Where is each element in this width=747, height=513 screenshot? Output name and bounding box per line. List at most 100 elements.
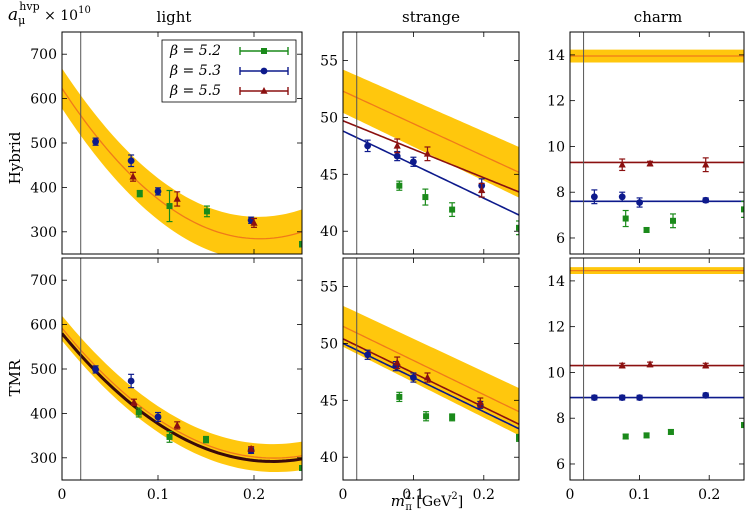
x-axis-label: m2 π [GeV2] bbox=[391, 491, 464, 513]
data-point-b53 bbox=[154, 411, 162, 422]
legend-symbol-b52 bbox=[239, 47, 289, 55]
column-title-strange: strange bbox=[402, 8, 460, 26]
legend-label-b52: β = 5.2 bbox=[169, 43, 221, 59]
data-point-b52 bbox=[396, 391, 403, 403]
panel-hybrid-light: 300 400 500 600 700 bbox=[30, 31, 303, 255]
data-point-b53 bbox=[702, 391, 710, 399]
plot-area bbox=[570, 32, 744, 254]
fit-central-line bbox=[343, 325, 519, 413]
x-tick-label: 0 bbox=[339, 487, 348, 503]
x-tick-label: 0.1 bbox=[628, 487, 650, 503]
x-tick-label: 0 bbox=[566, 487, 575, 503]
y-tick-label: 600 bbox=[30, 318, 57, 334]
legend-symbol-b55 bbox=[239, 87, 289, 95]
panel-frame bbox=[569, 257, 745, 481]
y-tick-label: 10 bbox=[547, 365, 565, 381]
data-point-b55 bbox=[618, 158, 626, 172]
y-tick-label: 12 bbox=[547, 94, 565, 110]
data-point-b52 bbox=[135, 407, 142, 418]
plot-area bbox=[62, 258, 302, 480]
y-tick-label: 700 bbox=[30, 47, 57, 63]
data-point-b55 bbox=[476, 397, 484, 408]
y-tick-label: 14 bbox=[547, 48, 565, 64]
data-point-b53 bbox=[410, 372, 417, 383]
data-point-b52 bbox=[299, 465, 302, 472]
data-point-b55 bbox=[423, 146, 432, 162]
y-tick-label: 8 bbox=[556, 411, 565, 427]
data-point-b53 bbox=[127, 373, 135, 389]
data-point-b52 bbox=[166, 189, 173, 223]
y-tick-label: 6 bbox=[556, 231, 565, 247]
data-point-b53 bbox=[636, 197, 643, 208]
x-tick-label: 0.2 bbox=[473, 487, 495, 503]
column-title-charm: charm bbox=[634, 8, 682, 26]
x-tick-label: 0.2 bbox=[698, 487, 720, 503]
y-tick-label: 300 bbox=[30, 225, 57, 241]
fit-band bbox=[343, 69, 519, 198]
data-point-b52 bbox=[203, 435, 209, 444]
y-tick-label: 300 bbox=[30, 451, 57, 467]
data-point-b53 bbox=[364, 139, 372, 153]
data-point-b53 bbox=[127, 154, 135, 168]
data-point-b52 bbox=[449, 202, 456, 218]
data-point-b52 bbox=[423, 411, 430, 422]
data-point-b55 bbox=[646, 360, 654, 368]
legend-symbol-b53 bbox=[239, 67, 289, 75]
panel-hybrid-strange: 40 45 50 55 bbox=[320, 31, 520, 255]
y-tick-label: 40 bbox=[320, 450, 338, 466]
panel-frame bbox=[342, 257, 520, 481]
y-tick-label: 45 bbox=[320, 167, 338, 183]
data-point-b55 bbox=[130, 398, 138, 407]
data-point-b55 bbox=[129, 171, 137, 182]
fit-central-line bbox=[62, 88, 302, 240]
data-point-b55 bbox=[250, 217, 258, 228]
fit-line-b53 bbox=[343, 342, 519, 430]
data-point-b55 bbox=[646, 159, 654, 167]
fit-band bbox=[62, 68, 302, 254]
data-point-b52 bbox=[622, 433, 629, 440]
y-tick-label: 55 bbox=[320, 279, 338, 295]
data-point-b55 bbox=[702, 361, 710, 369]
data-point-b52 bbox=[203, 205, 210, 218]
row-label-tmr: TMR bbox=[6, 359, 24, 396]
legend-label-b55: β = 5.5 bbox=[169, 83, 221, 99]
data-point-b53 bbox=[410, 156, 417, 167]
data-point-b55 bbox=[173, 421, 181, 430]
data-point-b53 bbox=[618, 191, 626, 202]
data-point-b53 bbox=[590, 189, 598, 205]
data-point-b53 bbox=[92, 137, 99, 146]
data-point-b52 bbox=[422, 188, 429, 206]
legend-label-b53: β = 5.3 bbox=[169, 63, 221, 79]
row-label-hybrid: Hybrid bbox=[6, 131, 24, 184]
data-point-b52 bbox=[396, 180, 403, 191]
data-point-b52 bbox=[622, 209, 629, 228]
y-tick-label: 10 bbox=[547, 139, 565, 155]
data-point-b52 bbox=[667, 428, 674, 435]
x-tick-label: 0 bbox=[58, 487, 67, 503]
fit-line-b55 bbox=[343, 120, 519, 193]
x-tick-label: 0.1 bbox=[147, 487, 169, 503]
data-point-b52 bbox=[741, 422, 744, 429]
fit-central-line bbox=[343, 90, 519, 173]
data-point-b52 bbox=[670, 213, 677, 229]
data-point-b55 bbox=[478, 182, 486, 198]
data-point-b55 bbox=[173, 191, 181, 207]
data-point-b55 bbox=[247, 444, 255, 452]
data-point-b52 bbox=[643, 226, 650, 233]
plot-area bbox=[343, 32, 519, 254]
y-tick-label: 55 bbox=[320, 53, 338, 69]
data-point-b53 bbox=[364, 349, 372, 360]
x-tick-label: 0.2 bbox=[243, 487, 265, 503]
data-point-b52 bbox=[449, 413, 456, 422]
y-tick-label: 600 bbox=[30, 92, 57, 108]
y-tick-label: 500 bbox=[30, 362, 57, 378]
data-point-b53 bbox=[92, 365, 99, 374]
data-point-b55 bbox=[393, 356, 401, 370]
data-point-b52 bbox=[643, 432, 650, 439]
data-point-b52 bbox=[516, 220, 519, 236]
data-point-b53 bbox=[590, 394, 598, 402]
y-tick-label: 50 bbox=[320, 336, 338, 352]
data-point-b52 bbox=[136, 189, 143, 198]
y-tick-label: 500 bbox=[30, 136, 57, 152]
